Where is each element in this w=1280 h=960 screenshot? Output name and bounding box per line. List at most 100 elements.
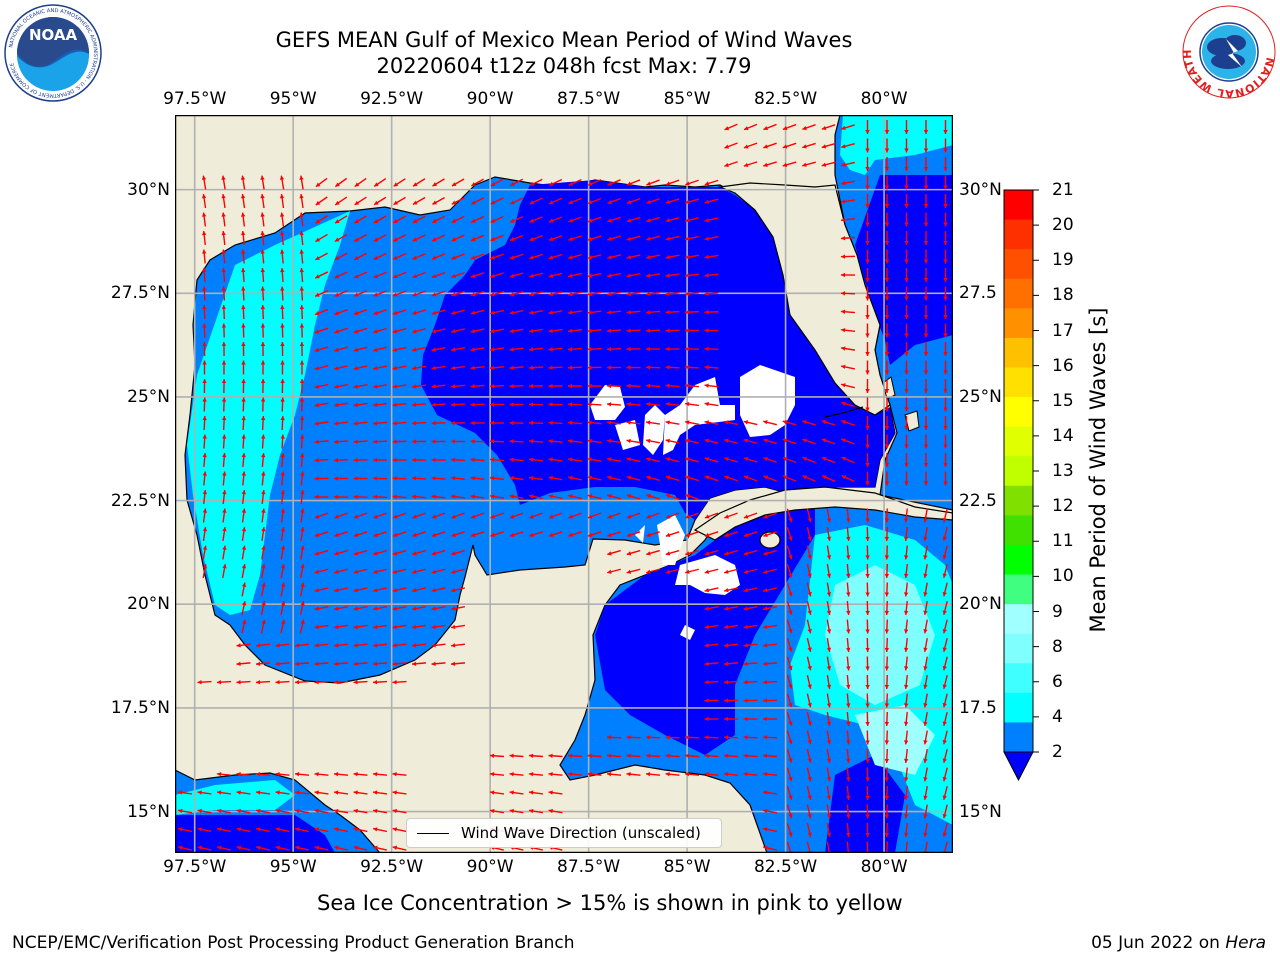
wave-direction-arrowhead <box>587 438 592 444</box>
wave-direction-arrowhead <box>807 832 812 837</box>
wave-direction-arrowhead <box>846 536 851 541</box>
map-legend: Wind Wave Direction (unscaled) <box>406 818 722 848</box>
wave-direction-arrowhead <box>904 185 909 190</box>
wave-direction-arrowhead <box>314 845 320 850</box>
wave-direction-arrowhead <box>470 494 475 499</box>
wave-direction-arrowhead <box>626 475 632 480</box>
wave-direction-arrowhead <box>261 601 266 606</box>
wave-direction-arrowhead <box>865 204 870 208</box>
wave-direction-arrowhead <box>743 438 749 443</box>
wave-direction-arrowhead <box>884 777 890 782</box>
wave-direction-arrowhead <box>904 278 909 282</box>
wave-direction-arrowhead <box>412 588 417 593</box>
wave-direction-arrowhead <box>865 370 870 375</box>
wave-direction-arrowhead <box>334 255 340 260</box>
wave-direction-arrowhead <box>884 296 890 301</box>
wave-direction-arrowhead <box>704 401 709 407</box>
wave-direction-arrowhead <box>334 790 339 795</box>
wave-direction-arrowhead <box>490 255 495 260</box>
wave-direction-arrowhead <box>280 397 285 402</box>
wave-direction-arrowhead <box>788 813 793 819</box>
colorbar-swatch <box>1004 604 1033 635</box>
wave-direction-arrowhead <box>846 684 851 689</box>
wave-direction-arrowhead <box>256 790 261 795</box>
wave-direction-arrowhead <box>334 624 339 630</box>
wave-direction-arrowhead <box>646 328 651 333</box>
colorbar-label: 19 <box>1052 250 1074 271</box>
wave-direction-arrowhead <box>802 438 807 443</box>
wave-direction-arrowhead <box>241 286 246 291</box>
wave-direction-arrowhead <box>280 305 285 310</box>
wave-direction-arrowhead <box>509 273 515 278</box>
wave-direction-arrowhead <box>354 237 359 242</box>
wave-direction-arrowhead <box>490 514 495 519</box>
wave-direction-arrowhead <box>923 814 928 819</box>
wave-direction-arrowhead <box>412 255 418 260</box>
wave-direction-arrowhead <box>923 721 928 726</box>
wave-direction-arrowhead <box>826 666 832 671</box>
wave-direction-arrowhead <box>743 698 748 703</box>
wave-direction-arrowhead <box>788 721 793 726</box>
wave-direction-arrowhead <box>412 310 417 315</box>
wave-direction-arrowhead <box>704 753 709 758</box>
wave-direction-arrowhead <box>704 643 709 648</box>
wave-direction-arrowhead <box>529 236 534 242</box>
wave-direction-arrowhead <box>788 739 793 745</box>
wave-direction-arrowhead <box>884 389 890 393</box>
wave-direction-arrowhead <box>704 438 710 443</box>
wave-direction-arrowhead <box>279 175 285 180</box>
wave-direction-arrowhead <box>412 532 417 538</box>
wave-direction-arrowhead <box>923 352 929 356</box>
wave-direction-arrowhead <box>865 185 870 190</box>
wave-direction-arrowhead <box>743 475 749 480</box>
lat-tick-right: 25°N <box>959 386 1002 407</box>
wave-direction-arrowhead <box>236 808 241 814</box>
wave-direction-arrowhead <box>509 475 514 481</box>
map-gridlines <box>175 115 953 853</box>
lat-tick-left: 30°N <box>127 179 170 200</box>
wave-direction-arrowhead <box>743 514 749 519</box>
wave-direction-arrowhead <box>807 573 812 578</box>
wave-direction-arrowhead <box>470 310 476 315</box>
wave-direction-arrowhead <box>240 212 246 217</box>
wave-direction-arrowhead <box>826 518 832 523</box>
wave-direction-arrowhead <box>275 772 280 777</box>
wave-direction-arrowhead <box>509 255 515 260</box>
wave-direction-arrowhead <box>197 808 202 814</box>
wave-direction-arrowhead <box>451 402 456 407</box>
lat-tick-left: 22.5°N <box>110 490 170 511</box>
wave-direction-arrowhead <box>865 555 870 560</box>
wave-direction-arrowhead <box>846 814 851 819</box>
wave-direction-arrowhead <box>354 255 359 260</box>
wave-direction-arrowhead <box>392 588 398 593</box>
wave-direction-arrowhead <box>412 365 417 371</box>
wave-direction-arrowhead <box>451 420 456 426</box>
wave-direction-arrowhead <box>942 591 947 597</box>
wave-direction-arrowhead <box>884 315 890 319</box>
wave-direction-arrowhead <box>646 218 651 223</box>
wave-direction-arrowhead <box>923 795 928 800</box>
wave-direction-arrowhead <box>451 569 456 574</box>
wave-direction-arrowhead <box>903 536 909 541</box>
wave-direction-arrowhead <box>865 426 870 430</box>
wave-direction-arrowhead <box>607 346 612 352</box>
wave-direction-arrowhead <box>373 845 378 850</box>
wave-direction-arrowhead <box>923 555 928 560</box>
wave-direction-arrowhead <box>314 808 319 814</box>
wave-direction-arrowhead <box>548 347 553 352</box>
wave-direction-arrowhead <box>607 438 612 444</box>
wave-direction-arrowhead <box>275 790 280 795</box>
wave-direction-arrowhead <box>665 475 671 480</box>
wave-direction-arrowhead <box>490 790 495 795</box>
wave-direction-arrowhead <box>314 551 320 556</box>
wave-direction-arrowhead <box>217 845 222 850</box>
wave-direction-arrowhead <box>432 255 437 260</box>
wave-direction-arrowhead <box>665 457 671 462</box>
wave-direction-arrowhead <box>373 606 378 611</box>
wave-direction-arrowhead <box>412 402 417 407</box>
wave-direction-arrowhead <box>704 624 709 630</box>
wave-direction-arrowhead <box>626 273 631 278</box>
wave-direction-arrowhead <box>260 397 266 402</box>
wave-direction-arrowhead <box>626 438 631 444</box>
wave-direction-arrowhead <box>665 532 671 538</box>
